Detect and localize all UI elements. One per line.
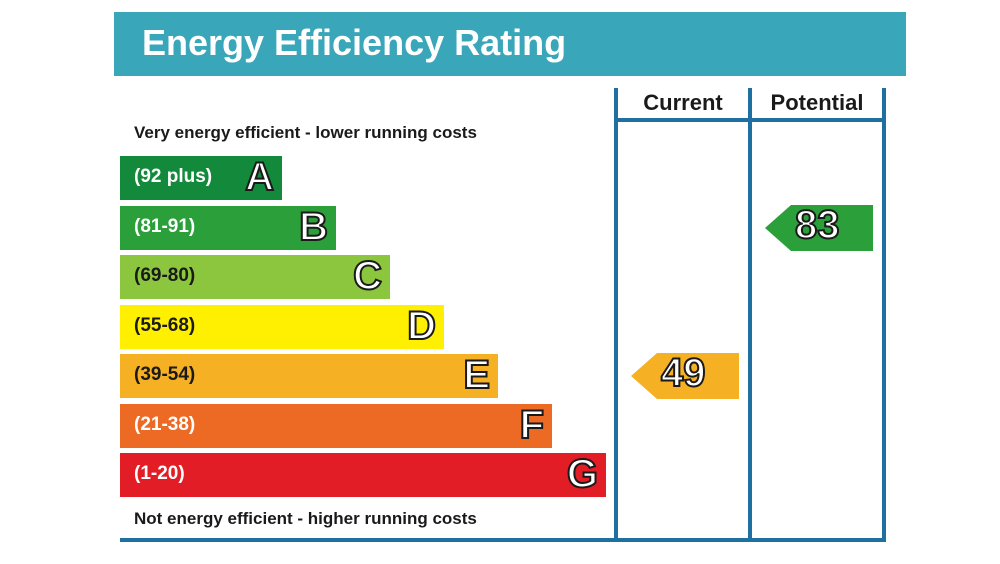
potential-right-border bbox=[882, 88, 886, 540]
current-rating-value: 49 bbox=[660, 350, 706, 396]
potential-rating-arrow: 83 bbox=[765, 202, 873, 251]
current-column-header: Current bbox=[643, 90, 723, 115]
current-arrow-fill bbox=[631, 353, 739, 399]
title-banner: Energy Efficiency Rating bbox=[114, 12, 906, 76]
band-letter-label: F bbox=[519, 402, 545, 448]
band-range-label: (21-38) bbox=[134, 413, 196, 435]
potential-arrow-fill bbox=[765, 204, 873, 251]
band-range-label: (39-54) bbox=[134, 364, 196, 385]
column-divider bbox=[748, 88, 752, 540]
band-g: (1-20) G bbox=[120, 451, 606, 497]
band-b: (81-91) B bbox=[120, 204, 336, 250]
current-rating-arrow: 49 bbox=[631, 350, 739, 399]
band-f: (21-38) F bbox=[120, 402, 552, 448]
band-range-label: (55-68) bbox=[134, 314, 196, 336]
band-letter-label: D bbox=[406, 303, 437, 349]
potential-rating-value: 83 bbox=[794, 202, 840, 248]
band-letter-label: B bbox=[298, 204, 329, 250]
band-c: (69-80) C bbox=[120, 253, 390, 299]
band-e: (39-54) E bbox=[120, 352, 498, 398]
band-letter-label: G bbox=[566, 451, 599, 497]
band-range-label: (69-80) bbox=[134, 265, 196, 286]
band-range-label: (81-91) bbox=[134, 215, 196, 237]
band-letter-label: A bbox=[244, 154, 275, 200]
inefficient-note: Not energy efficient - higher running co… bbox=[134, 509, 477, 528]
current-arrow-shape bbox=[631, 353, 739, 399]
band-a: (92 plus) A bbox=[120, 154, 282, 200]
current-left-border bbox=[614, 88, 618, 540]
column-header-divider bbox=[614, 118, 886, 122]
band-range-label: (92 plus) bbox=[134, 166, 213, 187]
chart-baseline bbox=[120, 538, 886, 542]
page-title: Energy Efficiency Rating bbox=[142, 22, 567, 63]
band-letter-label: C bbox=[352, 253, 383, 299]
potential-column-header: Potential bbox=[770, 90, 864, 115]
band-d: (55-68) D bbox=[120, 303, 444, 349]
band-range-label: (1-20) bbox=[134, 463, 185, 484]
band-letter-label: E bbox=[462, 352, 491, 398]
efficient-note: Very energy efficient - lower running co… bbox=[134, 123, 477, 142]
potential-arrow-shape bbox=[765, 204, 873, 251]
